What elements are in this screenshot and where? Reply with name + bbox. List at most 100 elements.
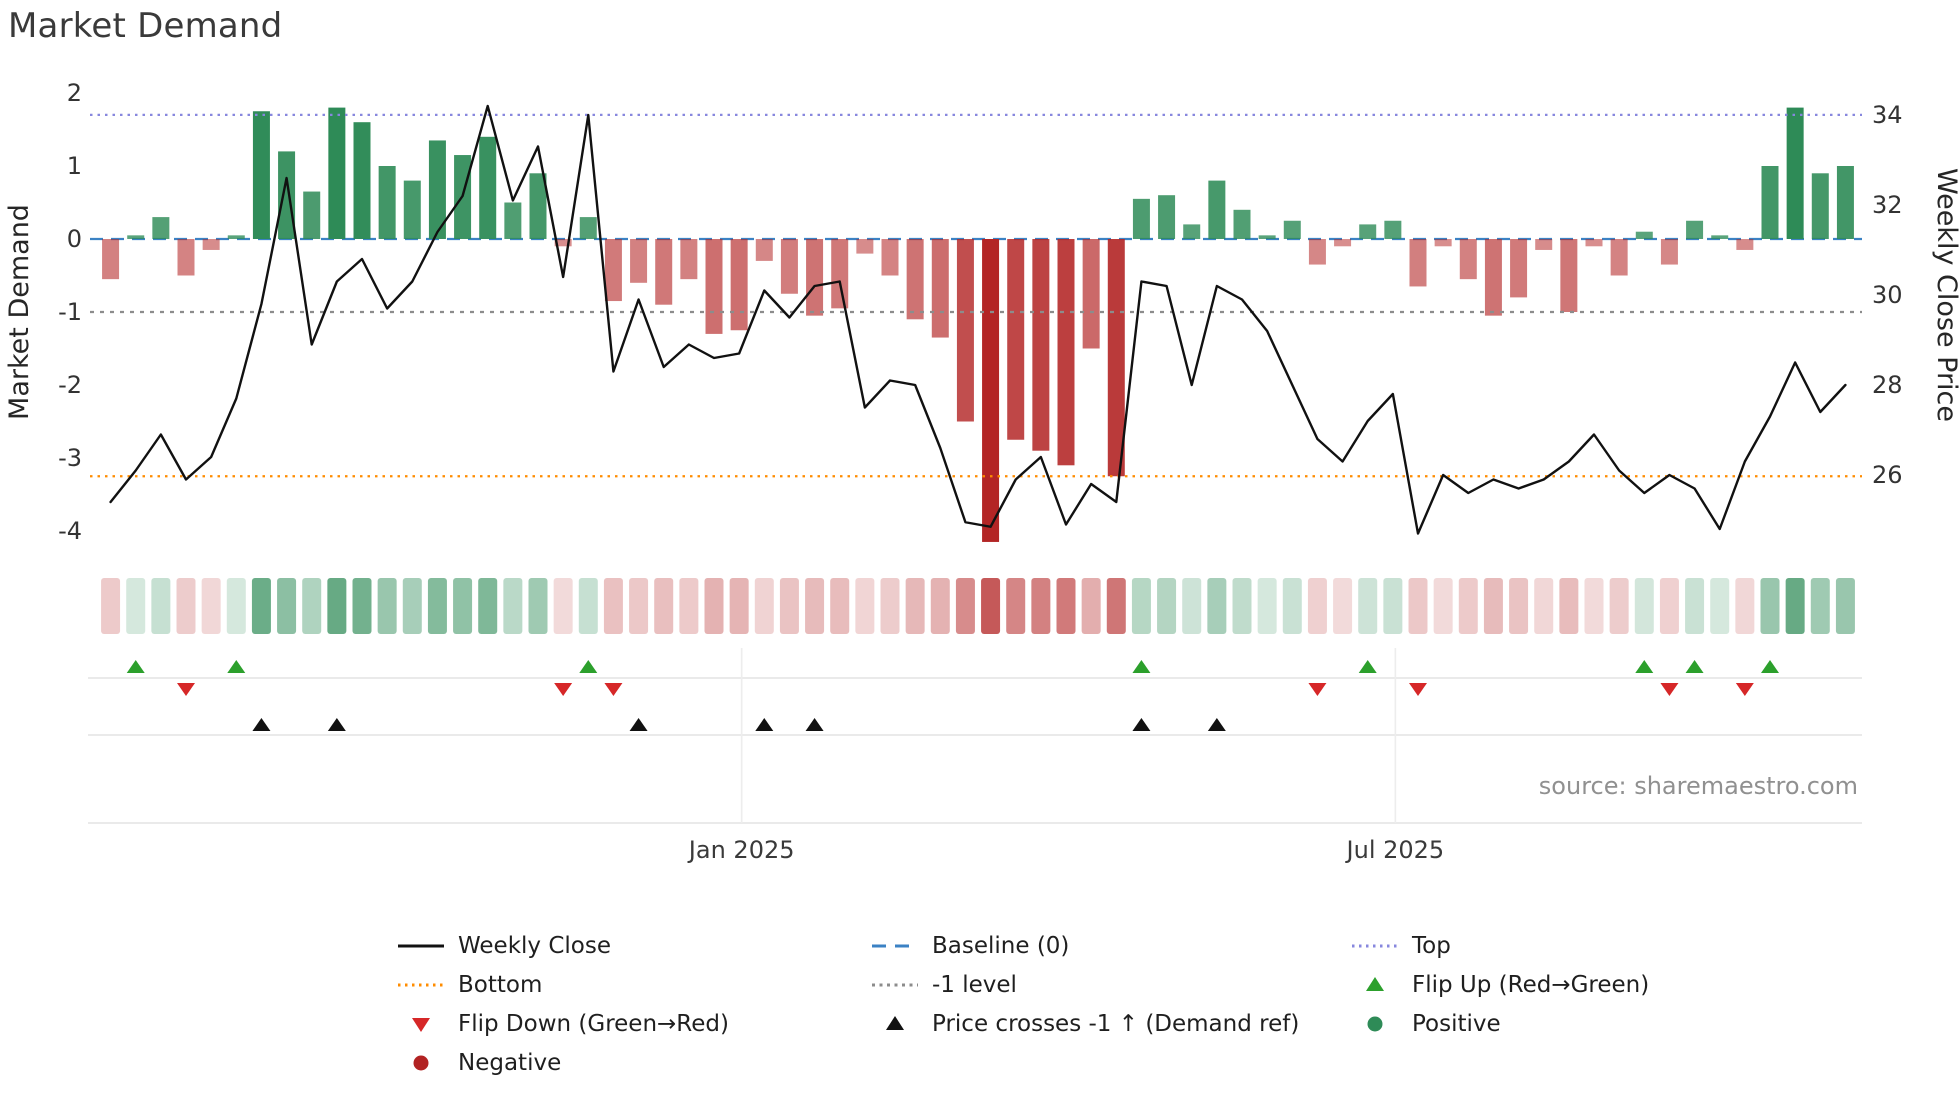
heatmap-cell: [1659, 578, 1679, 634]
heatmap-cell: [1383, 578, 1403, 634]
page-title: Market Demand: [8, 6, 283, 46]
x-axis-tick: Jan 2025: [687, 836, 795, 864]
legend-label: Top: [1412, 932, 1451, 959]
flip-up-marker: [1635, 660, 1654, 673]
heatmap-cell: [377, 578, 397, 634]
demand-bar: [1057, 239, 1075, 466]
flip-up-marker: [1358, 660, 1377, 673]
price-cross-marker: [252, 718, 271, 731]
demand-bar: [303, 191, 321, 239]
heatmap-cell: [1257, 578, 1277, 634]
x-axis-tick: Jul 2025: [1345, 836, 1445, 864]
legend-label: Positive: [1412, 1010, 1501, 1037]
demand-bar: [202, 239, 220, 250]
flip-up-marker: [1685, 660, 1704, 673]
right-axis-tick: 28: [1872, 371, 1903, 399]
legend-item: Baseline (0): [870, 933, 1350, 959]
flip-up-marker: [579, 660, 598, 673]
demand-bar: [428, 140, 446, 239]
legend-label: -1 level: [932, 971, 1017, 998]
flip-down-marker: [604, 683, 623, 696]
heatmap-cell: [251, 578, 271, 634]
demand-bar: [1208, 180, 1226, 239]
demand-bar: [956, 239, 974, 422]
heatmap-cell: [1207, 578, 1227, 634]
demand-bar: [1660, 239, 1678, 265]
heatmap-cell: [226, 578, 246, 634]
demand-bar: [1786, 107, 1804, 239]
demand-bar: [1409, 239, 1427, 287]
heatmap-cell: [1307, 578, 1327, 634]
heatmap-cell: [352, 578, 372, 634]
heatmap-cell: [427, 578, 447, 634]
heatmap-cell: [1031, 578, 1051, 634]
legend-label: Bottom: [458, 971, 543, 998]
demand-bar: [1560, 239, 1578, 312]
heatmap-cell: [553, 578, 573, 634]
price-cross-marker: [805, 718, 824, 731]
price-cross-marker: [755, 718, 774, 731]
price-cross-marker: [327, 718, 346, 731]
triangle-up-icon: [1366, 976, 1384, 991]
demand-bar: [1686, 220, 1704, 239]
heatmap-cell: [1182, 578, 1202, 634]
heatmap-cell: [830, 578, 850, 634]
dotted-line-icon: [1352, 944, 1398, 947]
flip-up-marker: [126, 660, 145, 673]
heatmap-cell: [1056, 578, 1076, 634]
demand-bar: [353, 122, 371, 239]
dotted-line-icon: [872, 983, 918, 986]
source-credit: source: sharemaestro.com: [1539, 772, 1858, 800]
heatmap-cell: [981, 578, 1001, 634]
demand-bar: [730, 239, 748, 331]
legend-label: Negative: [458, 1049, 562, 1076]
flip-down-marker: [554, 683, 573, 696]
chart-legend: Weekly Close Baseline (0) Top Bottom -1 leve…: [396, 926, 1960, 1082]
demand-bar: [152, 217, 170, 239]
triangle-down-icon: [412, 1017, 430, 1032]
demand-bar: [227, 235, 245, 239]
right-axis-label: Weekly Close Price: [1931, 168, 1960, 422]
demand-bar: [1510, 239, 1528, 298]
market-demand-chart: 2 1 0 -1 -2 -3 -4 34 32 30 28 26 Market Demand Weekly…: [4, 79, 1960, 864]
heatmap-cell: [327, 578, 347, 634]
heatmap-cell: [629, 578, 649, 634]
demand-bar: [630, 239, 648, 283]
heatmap-cell: [503, 578, 523, 634]
demand-bar: [278, 151, 296, 239]
demand-bar: [755, 239, 773, 261]
demand-bar: [780, 239, 798, 294]
legend-item: Price crosses -1 ↑ (Demand ref): [870, 1011, 1350, 1037]
demand-bar: [1711, 235, 1729, 239]
flip-up-marker: [1761, 660, 1779, 673]
demand-bar: [479, 136, 497, 239]
heatmap-cell: [1559, 578, 1579, 634]
demand-bar: [102, 239, 120, 280]
demand-bar: [177, 239, 195, 276]
heatmap-cell: [402, 578, 422, 634]
heatmap-cell: [1634, 578, 1654, 634]
legend-item: Weekly Close: [396, 933, 870, 959]
demand-bar: [1183, 224, 1201, 239]
demand-bar: [529, 173, 547, 239]
demand-bar: [655, 239, 673, 305]
heatmap-cell: [1081, 578, 1101, 634]
heatmap-cell: [1810, 578, 1830, 634]
heatmap-cell: [1106, 578, 1126, 634]
heatmap-cell: [930, 578, 950, 634]
right-axis-tick: 34: [1872, 101, 1903, 129]
heatmap-cell: [1458, 578, 1478, 634]
demand-bar: [1635, 231, 1653, 239]
demand-bar: [680, 239, 698, 280]
heatmap-cell: [1835, 578, 1855, 634]
demand-bar: [1334, 239, 1352, 247]
heatmap-cell: [1509, 578, 1529, 634]
demand-bar: [1585, 239, 1603, 247]
legend-item: Flip Down (Green→Red): [396, 1011, 870, 1037]
price-cross-marker: [1207, 718, 1226, 731]
heatmap-cell: [1483, 578, 1503, 634]
legend-item: Bottom: [396, 972, 870, 998]
flip-down-marker: [1308, 683, 1327, 696]
demand-bar: [1007, 239, 1025, 440]
demand-bar: [1082, 239, 1100, 349]
